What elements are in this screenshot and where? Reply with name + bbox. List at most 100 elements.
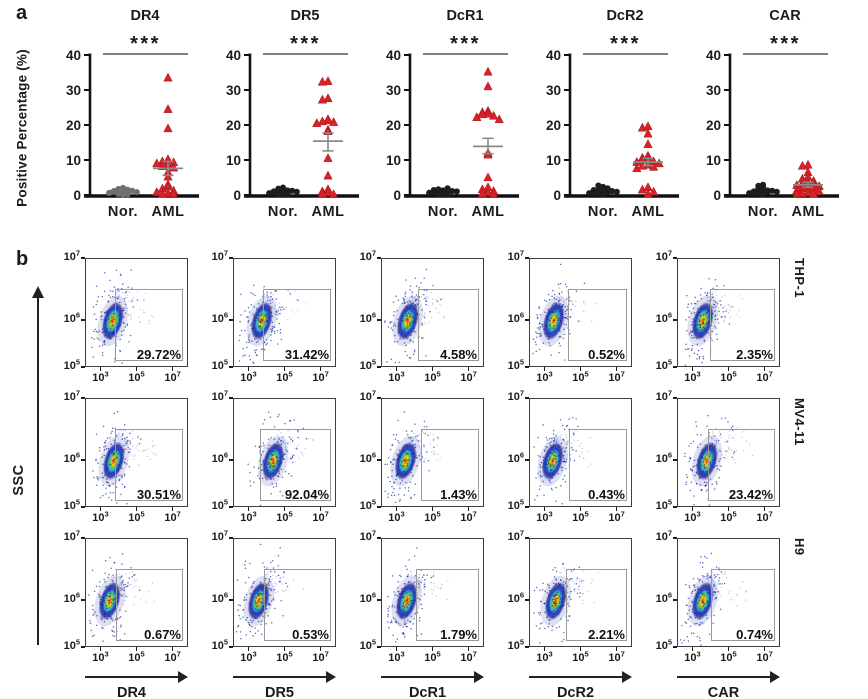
dot-plot-car: CAR *** 0 10 20 30 40 Nor. AML — [706, 8, 839, 220]
x-axis-arrowhead-icon — [622, 671, 632, 684]
y-tick — [376, 459, 381, 461]
x-tick — [763, 507, 766, 511]
x-tick — [171, 647, 174, 651]
x-tick-label: 105 — [572, 649, 589, 664]
y-tick-label: 106 — [211, 450, 228, 465]
category-label: Nor. — [588, 204, 618, 220]
x-tick-label: 103 — [240, 369, 257, 384]
y-tick-label: 105 — [359, 357, 376, 372]
x-tick-label: 105 — [424, 509, 441, 524]
y-tick-label: 106 — [359, 310, 376, 325]
y-tick-label: 20 — [546, 118, 561, 133]
x-tick-label: 107 — [312, 369, 329, 384]
y-tick-label: 107 — [507, 248, 524, 263]
y-tick — [376, 537, 381, 539]
y-tick — [376, 257, 381, 259]
category-label: Nor. — [748, 204, 778, 220]
percentage-label: 29.72% — [136, 347, 181, 362]
x-axis-arrowhead-icon — [178, 671, 188, 684]
y-tick — [376, 646, 381, 648]
nor-points — [106, 184, 140, 198]
percentage-label: 30.51% — [136, 487, 181, 502]
x-tick-label: 107 — [756, 649, 773, 664]
y-tick-label: 105 — [63, 357, 80, 372]
y-tick — [376, 599, 381, 601]
density-cloud — [238, 284, 307, 365]
row-label-thp-1: THP-1 — [792, 258, 807, 299]
y-tick-label: 105 — [359, 497, 376, 512]
y-tick-label: 10 — [386, 153, 401, 168]
dot-plot-title: DcR1 — [446, 8, 483, 24]
y-tick-label: 107 — [63, 528, 80, 543]
y-tick — [524, 257, 529, 259]
scatter-dots — [92, 411, 157, 505]
x-axis-arrow-line — [381, 676, 474, 679]
aml-points — [792, 159, 824, 198]
mean-sem — [313, 132, 343, 152]
flow-plot-area: 0.52% — [529, 258, 632, 367]
percentage-label: 0.43% — [588, 487, 625, 502]
x-tick — [543, 367, 546, 371]
flow-plot-area: 1.79% — [381, 538, 484, 647]
scatter-dots — [684, 414, 754, 506]
y-tick — [524, 537, 529, 539]
y-tick-label: 107 — [211, 248, 228, 263]
y-tick — [80, 599, 85, 601]
y-tick-label: 0 — [553, 188, 561, 203]
panel-a: a Positive Percentage (%) DR4 *** 0 10 20 30 4… — [0, 0, 868, 240]
x-axis-arrow-line — [85, 676, 178, 679]
x-tick — [615, 367, 618, 371]
y-tick — [80, 646, 85, 648]
x-tick — [247, 647, 250, 651]
x-tick — [543, 647, 546, 651]
y-tick-label: 105 — [63, 497, 80, 512]
x-tick — [283, 647, 286, 651]
y-tick-label: 20 — [66, 118, 81, 133]
y-tick-label: 107 — [655, 388, 672, 403]
x-tick-label: 105 — [720, 509, 737, 524]
panel-b-label: b — [16, 248, 29, 270]
x-tick-label: 107 — [164, 509, 181, 524]
y-tick-label: 105 — [655, 357, 672, 372]
y-tick-label: 30 — [386, 83, 401, 98]
density-cloud — [387, 547, 449, 643]
x-tick — [99, 367, 102, 371]
x-tick — [615, 647, 618, 651]
y-tick — [524, 319, 529, 321]
y-tick-label: 20 — [386, 118, 401, 133]
y-tick-label: 0 — [233, 188, 241, 203]
x-tick-label: 105 — [720, 369, 737, 384]
y-tick-label: 106 — [63, 310, 80, 325]
y-tick-label: 106 — [359, 590, 376, 605]
flow-plot-thp-1-car: 107 106 105 2.35% 103 105 107 — [641, 249, 781, 388]
x-tick — [395, 367, 398, 371]
x-tick-label: 103 — [684, 649, 701, 664]
x-tick — [431, 647, 434, 651]
scatter-dots — [247, 411, 314, 507]
x-tick — [615, 507, 618, 511]
y-tick-label: 30 — [66, 83, 81, 98]
x-axis-arrowhead-icon — [326, 671, 336, 684]
x-tick — [247, 367, 250, 371]
y-tick — [672, 257, 677, 259]
y-tick-label: 107 — [63, 388, 80, 403]
x-axis-dcr2: DcR2 — [529, 670, 632, 699]
y-tick — [228, 537, 233, 539]
x-tick-label: 105 — [424, 369, 441, 384]
y-tick-label: 107 — [655, 528, 672, 543]
density-cloud — [679, 552, 748, 646]
y-tick-label: 40 — [706, 48, 721, 63]
y-tick — [672, 506, 677, 508]
nor-points — [746, 181, 780, 198]
x-tick-label: 107 — [460, 369, 477, 384]
x-tick-label: 103 — [92, 649, 109, 664]
y-tick — [524, 646, 529, 648]
x-tick-label: 105 — [128, 509, 145, 524]
ssc-axis-line — [37, 297, 40, 645]
percentage-label: 1.43% — [440, 487, 477, 502]
flow-plot-h9-dr5: 107 106 105 0.53% 103 105 107 — [197, 529, 337, 668]
y-tick-label: 105 — [211, 637, 228, 652]
flow-plot-mv4-11-dr4: 107 106 105 30.51% 103 105 107 — [49, 389, 189, 528]
y-tick-label: 10 — [706, 153, 721, 168]
